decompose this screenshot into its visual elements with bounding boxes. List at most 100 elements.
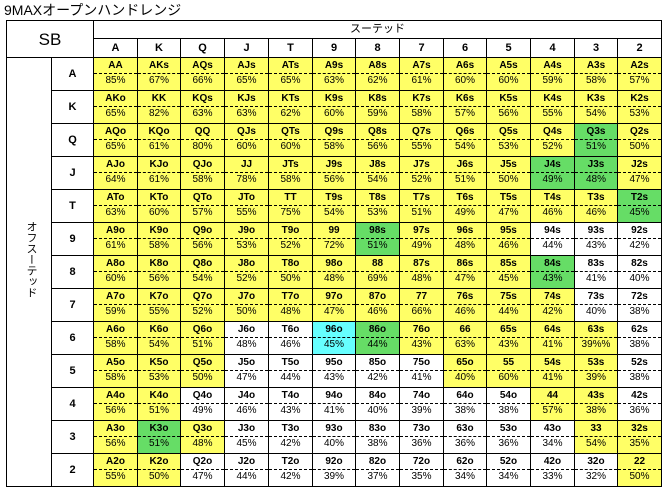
cell-divider	[313, 238, 355, 239]
equity-label: 52%	[236, 273, 257, 284]
equity-label: 61%	[411, 75, 432, 86]
hand-cell-A9o: A9o 61%	[94, 223, 138, 256]
hand-cell-T8s: T8s 53%	[356, 190, 400, 223]
cell-divider	[269, 271, 312, 272]
equity-label: 56%	[367, 141, 388, 152]
hand-label: A2s	[630, 60, 649, 71]
hand-label: 54s	[544, 357, 561, 368]
hand-label: KJs	[237, 93, 256, 104]
hand-label: QJo	[192, 159, 213, 170]
equity-label: 50%	[498, 174, 519, 185]
hand-cell-T4o: T4o 43%	[269, 388, 313, 421]
hand-label: QJs	[237, 126, 256, 137]
equity-label: 53%	[498, 141, 519, 152]
hand-label: 73o	[412, 423, 431, 434]
column-header-6: 6	[444, 39, 487, 58]
equity-label: 47%	[323, 306, 344, 317]
equity-label: 40%	[367, 405, 388, 416]
cell-divider	[181, 73, 224, 74]
equity-label: 48%	[280, 306, 301, 317]
equity-label: 58%	[148, 240, 169, 251]
hand-label: J4s	[544, 159, 561, 170]
column-header-4: 4	[531, 39, 575, 58]
hand-label: Q7o	[192, 291, 213, 302]
hand-label: 65o	[456, 357, 474, 368]
column-header-A: A	[94, 39, 138, 58]
hand-cell-K9o: K9o 58%	[138, 223, 181, 256]
equity-label: 56%	[148, 273, 169, 284]
hand-cell-KK: KK 82%	[138, 91, 181, 124]
hand-cell-T7s: T7s 51%	[400, 190, 444, 223]
hand-cell-A2s: A2s 57%	[618, 58, 662, 91]
cell-divider	[400, 337, 443, 338]
equity-label: 43%	[280, 405, 301, 416]
hand-cell-T3o: T3o 42%	[269, 421, 313, 454]
cell-divider	[618, 139, 661, 140]
hand-label: K6s	[455, 93, 475, 104]
hand-label: K5s	[499, 93, 518, 104]
equity-label: 45%	[498, 273, 519, 284]
equity-label: 62%	[280, 108, 301, 119]
hand-cell-88: 88 69%	[356, 256, 400, 289]
cell-divider	[487, 238, 530, 239]
cell-divider	[269, 469, 312, 470]
hand-cell-T8o: T8o 50%	[269, 256, 313, 289]
equity-label: 38%	[498, 405, 519, 416]
equity-label: 60%	[498, 372, 519, 383]
hand-label: J9o	[237, 225, 256, 236]
equity-label: 55%	[411, 141, 432, 152]
cell-divider	[138, 73, 180, 74]
hand-label: 75o	[412, 357, 431, 368]
cell-divider	[618, 370, 661, 371]
equity-label: 46%	[498, 240, 519, 251]
cell-divider	[313, 271, 355, 272]
cell-divider	[487, 370, 530, 371]
cell-divider	[444, 403, 486, 404]
hand-label: AQs	[192, 60, 213, 71]
column-header-2: 2	[618, 39, 662, 58]
cell-divider	[618, 73, 661, 74]
cell-divider	[94, 304, 137, 305]
hand-label: TT	[284, 192, 297, 203]
hand-label: 83s	[587, 258, 605, 269]
hand-label: K3s	[586, 93, 606, 104]
hand-label: K2s	[630, 93, 649, 104]
cell-divider	[138, 139, 180, 140]
hand-label: 82o	[368, 456, 387, 467]
equity-label: 53%	[367, 207, 388, 218]
equity-label: 41%	[542, 372, 563, 383]
equity-label: 51%	[192, 339, 213, 350]
hand-cell-T9o: T9o 52%	[269, 223, 313, 256]
cell-divider	[269, 139, 312, 140]
cell-divider	[138, 304, 180, 305]
equity-label: 59%	[367, 108, 388, 119]
cell-divider	[575, 370, 617, 371]
cell-divider	[444, 370, 486, 371]
cell-divider	[531, 238, 574, 239]
cell-divider	[531, 436, 574, 437]
position-label: SB	[7, 21, 94, 58]
equity-label: 58%	[192, 174, 213, 185]
hand-label: K7s	[412, 93, 431, 104]
hand-label: 84o	[368, 390, 387, 401]
equity-label: 58%	[105, 372, 126, 383]
equity-label: 43%	[411, 339, 432, 350]
hand-label: 97o	[325, 291, 343, 302]
hand-cell-AJs: AJs 65%	[225, 58, 269, 91]
hand-cell-TT: TT 75%	[269, 190, 313, 223]
cell-divider	[575, 139, 617, 140]
cell-divider	[313, 73, 355, 74]
hand-label: J6s	[456, 159, 474, 170]
hand-label: J7s	[413, 159, 430, 170]
cell-divider	[356, 304, 399, 305]
hand-cell-87s: 87s 48%	[400, 256, 444, 289]
equity-label: 41%	[585, 273, 606, 284]
hand-label: T9o	[281, 225, 300, 236]
equity-label: 53%	[148, 372, 169, 383]
hand-cell-A6o: A6o 58%	[94, 322, 138, 355]
cell-divider	[575, 73, 617, 74]
equity-label: 54%	[192, 273, 213, 284]
hand-cell-Q2s: Q2s 50%	[618, 124, 662, 157]
cell-divider	[94, 205, 137, 206]
hand-cell-92o: 92o 39%	[313, 454, 356, 487]
